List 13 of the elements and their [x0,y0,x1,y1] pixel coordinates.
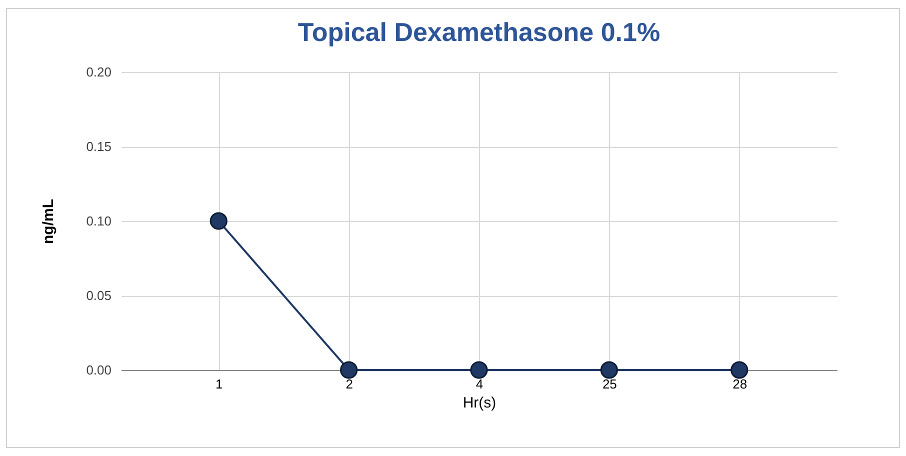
chart-title: Topical Dexamethasone 0.1% [298,17,660,47]
x-tick-label: 1 [216,376,223,392]
y-tick-label: 0.15 [86,139,112,154]
x-tick-label: 28 [732,376,748,392]
y-tick-label: 0.05 [86,288,112,303]
x-tick-label: 25 [602,376,617,392]
x-tick-label: 2 [346,376,353,392]
x-axis-title: Hr(s) [462,394,496,412]
y-tick-label: 0.00 [86,362,112,378]
y-tick-label: 0.10 [86,214,112,228]
x-tick-label: 4 [476,376,484,392]
y-tick-label: 0.20 [86,64,112,80]
y-axis-title: ng/mL [40,199,58,244]
